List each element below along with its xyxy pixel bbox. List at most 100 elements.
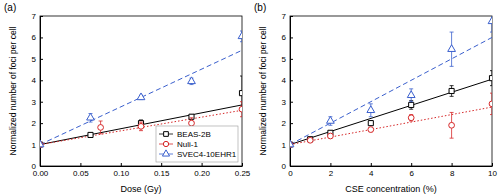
tick-mark xyxy=(161,163,162,166)
tick-label: 2 xyxy=(32,119,37,128)
tick-mark xyxy=(330,163,331,166)
marker xyxy=(98,125,104,131)
error-bar xyxy=(328,134,332,138)
tick-mark xyxy=(40,16,43,17)
tick: 0 xyxy=(32,162,43,171)
error-bar xyxy=(369,121,373,125)
error-bar xyxy=(99,121,103,134)
tick-mark xyxy=(290,37,293,38)
legend-marker xyxy=(162,150,169,156)
tick-mark xyxy=(121,163,122,166)
marker xyxy=(488,17,492,24)
error-bar xyxy=(369,127,373,131)
tick: 2 xyxy=(282,119,293,128)
marker xyxy=(448,45,456,52)
tick: 7 xyxy=(282,12,293,21)
tick-mark xyxy=(40,59,43,60)
tick-mark xyxy=(290,16,293,17)
tick-label: 0.15 xyxy=(154,169,170,178)
marker xyxy=(189,120,195,126)
axis-line xyxy=(41,166,243,167)
tick-label: 0.05 xyxy=(73,169,89,178)
tick: 7 xyxy=(32,12,43,21)
marker xyxy=(368,127,374,133)
tick-label: 7 xyxy=(282,12,287,21)
tick: 0.20 xyxy=(194,163,210,178)
tick-mark xyxy=(202,163,203,166)
marker xyxy=(40,140,44,147)
marker xyxy=(327,117,335,124)
marker xyxy=(239,106,242,112)
tick: 10 xyxy=(488,163,497,178)
tick: 2 xyxy=(32,119,43,128)
x-axis: 0.000.050.100.150.200.25 xyxy=(33,163,251,178)
tick: 5 xyxy=(282,55,293,64)
marker xyxy=(88,132,93,137)
tick-label: 0 xyxy=(32,162,37,171)
fit-line xyxy=(290,79,492,144)
error-bar xyxy=(490,71,492,86)
tick-mark xyxy=(411,163,412,166)
marker xyxy=(367,106,375,113)
tick-mark xyxy=(40,80,43,81)
tick-label: 10 xyxy=(488,169,497,178)
tick-label: 5 xyxy=(282,55,287,64)
tick: 3 xyxy=(32,98,43,107)
tick: 0.25 xyxy=(235,163,251,178)
tick: 2 xyxy=(329,163,334,178)
plot-area xyxy=(290,16,492,147)
marker xyxy=(449,88,454,93)
y-axis-title: Normalized number of foci per cell xyxy=(8,26,18,155)
tick-mark xyxy=(290,123,293,124)
tick: 0 xyxy=(282,162,293,171)
legend-label: Nuli-1 xyxy=(177,140,198,149)
tick-mark xyxy=(371,163,372,166)
x-axis-title: Dose (Gy) xyxy=(120,184,161,194)
legend-label: BEAS-2B xyxy=(177,130,211,139)
tick-label: 4 xyxy=(369,169,374,178)
tick: 1 xyxy=(32,141,43,150)
tick: 0.10 xyxy=(114,163,130,178)
marker xyxy=(328,133,334,139)
tick-mark xyxy=(290,166,293,167)
tick-mark xyxy=(40,166,43,167)
tick-label: 0.10 xyxy=(114,169,130,178)
tick-mark xyxy=(242,163,243,166)
tick: 6 xyxy=(282,33,293,42)
tick: 6 xyxy=(32,33,43,42)
error-bar xyxy=(409,115,413,121)
tick-mark xyxy=(452,163,453,166)
panel-title: (a) xyxy=(4,2,16,13)
y-axis: 0 1 2 3 4 5 6 7 xyxy=(32,12,43,171)
tick-label: 0 xyxy=(282,162,287,171)
legend-marker xyxy=(164,132,169,137)
tick-label: 4 xyxy=(32,76,37,85)
marker xyxy=(138,123,144,129)
marker xyxy=(407,91,415,98)
error-bar xyxy=(89,133,93,137)
tick-label: 2 xyxy=(329,169,334,178)
tick-label: 6 xyxy=(282,33,287,42)
tick-mark xyxy=(40,37,43,38)
tick-label: 0.20 xyxy=(194,169,210,178)
error-bar xyxy=(490,93,492,114)
plot-frame xyxy=(40,16,242,166)
tick: 0.05 xyxy=(73,163,89,178)
tick-label: 7 xyxy=(32,12,37,21)
tick-mark xyxy=(290,59,293,60)
marker xyxy=(188,77,196,84)
fit-line xyxy=(290,37,492,144)
marker xyxy=(137,93,145,100)
tick-mark xyxy=(40,123,43,124)
tick-label: 5 xyxy=(32,55,37,64)
tick-label: 8 xyxy=(450,169,455,178)
tick: 0.15 xyxy=(154,163,170,178)
tick: 4 xyxy=(369,163,374,178)
tick: 5 xyxy=(32,55,43,64)
tick-label: 1 xyxy=(32,141,37,150)
tick-label: 0 xyxy=(288,169,293,178)
tick-label: 3 xyxy=(282,98,287,107)
tick-label: 0.25 xyxy=(235,169,251,178)
tick-mark xyxy=(40,102,43,103)
tick-mark xyxy=(80,163,81,166)
